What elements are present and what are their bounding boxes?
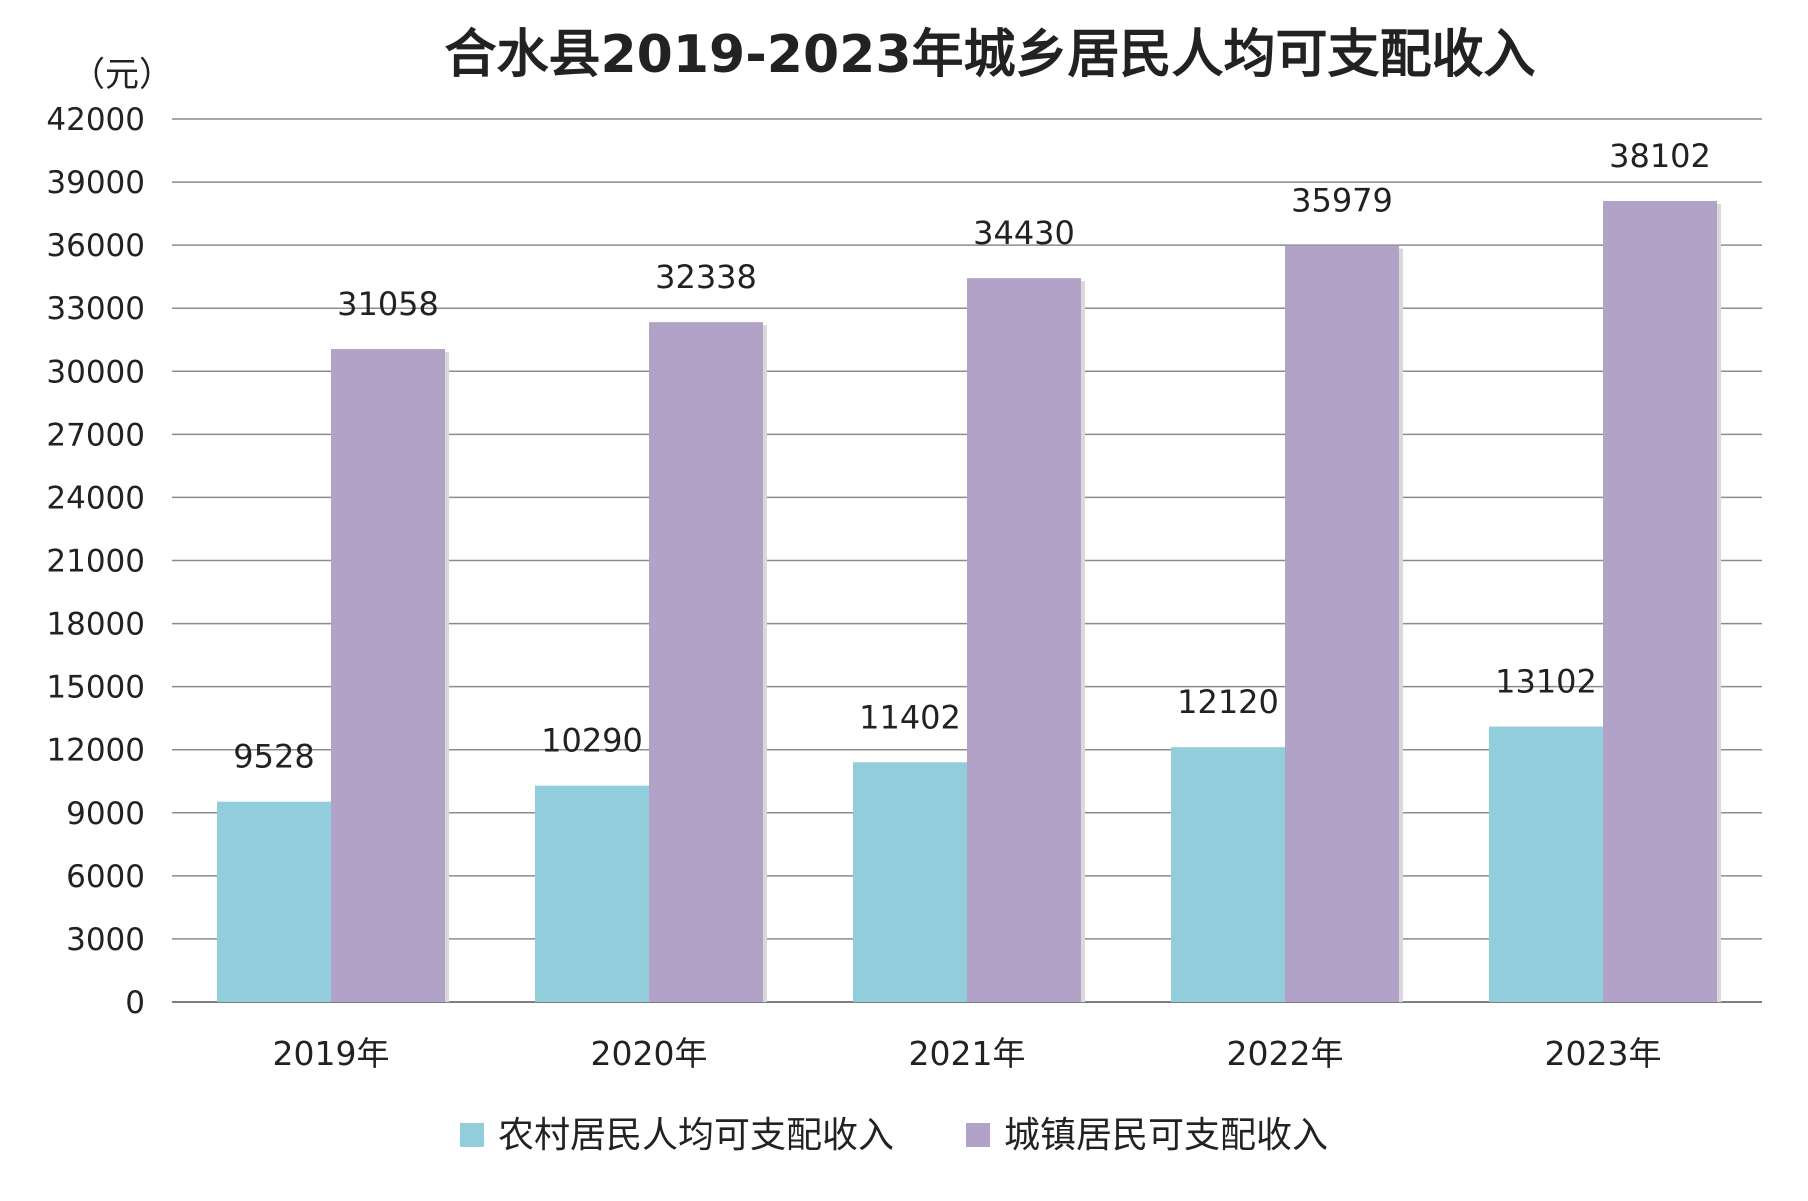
x-tick-label: 2021年 <box>909 1034 1026 1073</box>
legend-label: 农村居民人均可支配收入 <box>498 1115 894 1156</box>
bar-urban <box>1603 200 1717 1002</box>
bar-rural <box>1171 747 1285 1002</box>
y-tick-label: 42000 <box>46 102 145 138</box>
y-tick-label: 24000 <box>46 480 145 516</box>
x-tick-label: 2020年 <box>591 1034 708 1073</box>
y-tick-label: 36000 <box>46 228 145 264</box>
legend-swatch <box>966 1123 990 1147</box>
y-tick-label: 3000 <box>66 922 145 958</box>
bar-urban <box>649 322 763 1002</box>
data-label: 35979 <box>1291 182 1393 220</box>
bar-urban <box>1285 245 1399 1002</box>
y-tick-label: 9000 <box>66 796 145 832</box>
x-tick-label: 2023年 <box>1545 1034 1662 1073</box>
data-labels: 9528 31058 10290 32338 11402 34430 12120 35979 1… <box>233 137 1711 776</box>
y-tick-label: 6000 <box>66 859 145 895</box>
legend-swatch <box>460 1123 484 1147</box>
y-tick-label: 27000 <box>46 417 145 453</box>
y-axis-ticks: 0 3000 6000 9000 12000 15000 18000 21000 24000 27… <box>46 102 145 1021</box>
data-label: 32338 <box>655 258 757 296</box>
x-tick-label: 2022年 <box>1227 1034 1344 1073</box>
bar-rural <box>217 801 331 1002</box>
bar-urban <box>331 349 445 1003</box>
x-axis-ticks: 2019年 2020年 2021年 2022年 2023年 <box>273 1034 1662 1073</box>
y-tick-label: 15000 <box>46 670 145 706</box>
data-label: 31058 <box>337 285 439 323</box>
bar-rural <box>535 785 649 1002</box>
legend: 农村居民人均可支配收入 城镇居民可支配收入 <box>460 1115 1328 1156</box>
data-label: 12120 <box>1177 683 1279 721</box>
data-label: 34430 <box>973 214 1075 252</box>
y-tick-label: 21000 <box>46 544 145 580</box>
data-label: 38102 <box>1609 137 1711 175</box>
y-tick-label: 39000 <box>46 165 145 201</box>
data-label: 10290 <box>541 722 643 760</box>
y-axis-unit-label: （元） <box>71 55 173 95</box>
bars <box>217 200 1721 1003</box>
data-label: 11402 <box>859 698 961 736</box>
bar-rural <box>1489 726 1603 1002</box>
chart-title: 合水县2019-2023年城乡居民人均可支配收入 <box>444 25 1535 85</box>
legend-label: 城镇居民可支配收入 <box>1004 1115 1328 1156</box>
data-label: 9528 <box>233 738 314 776</box>
y-tick-label: 33000 <box>46 291 145 327</box>
y-tick-label: 0 <box>125 985 145 1021</box>
x-tick-label: 2019年 <box>273 1034 390 1073</box>
bar-rural <box>853 762 967 1002</box>
y-tick-label: 12000 <box>46 733 145 769</box>
data-label: 13102 <box>1495 663 1597 701</box>
bar-urban <box>967 278 1081 1002</box>
y-tick-label: 30000 <box>46 354 145 390</box>
y-tick-label: 18000 <box>46 607 145 643</box>
